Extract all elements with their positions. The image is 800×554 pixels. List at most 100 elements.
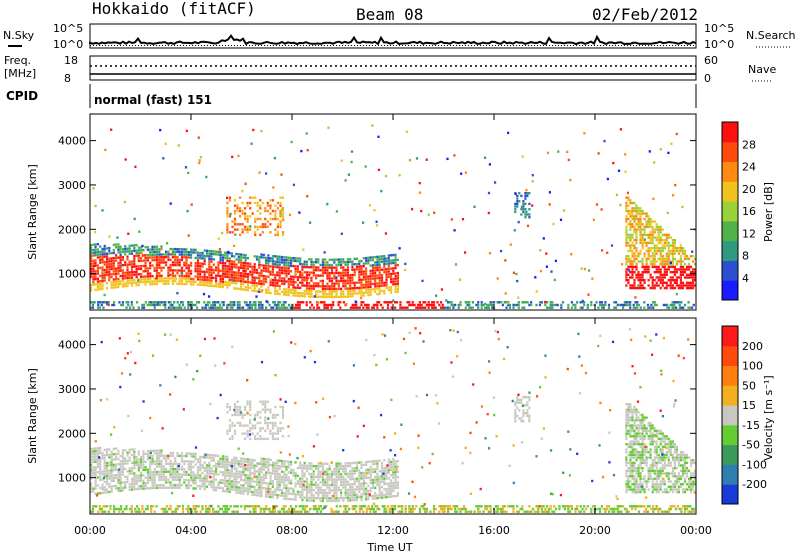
heatmap-cell [647,284,650,287]
heatmap-cell [374,287,377,291]
heatmap-cell [378,287,381,290]
heatmap-cell [390,466,393,469]
heatmap-cell [669,286,672,290]
heatmap-cell [360,487,363,491]
heatmap-cell [380,268,384,271]
heatmap-cell [238,303,241,307]
heatmap-cell [335,483,338,487]
heatmap-cell [687,268,691,271]
heatmap-cell [641,241,644,245]
heatmap-cell [274,281,277,285]
heatmap-cell [97,306,100,309]
heatmap-cell [326,277,329,280]
colorbar-tick-label: 4 [742,272,749,285]
heatmap-cell [208,260,211,263]
heatmap-cell [101,486,104,489]
heatmap-cell [324,260,327,263]
heatmap-cell [342,475,345,478]
heatmap-cell [103,255,106,258]
heatmap-cell [105,257,109,261]
heatmap-cell [330,489,334,492]
heatmap-cell [105,467,109,470]
heatmap-cell [692,276,695,279]
heatmap-cell [249,471,252,475]
heatmap-cell [685,265,689,269]
heatmap-cell [269,273,272,276]
heatmap-cell [192,303,195,307]
heatmap-cell [358,490,361,494]
heatmap-cell [133,485,136,488]
heatmap-cell [226,466,229,469]
heatmap-cell [224,474,227,477]
heatmap-cell [639,223,642,226]
heatmap-cell [236,228,239,231]
heatmap-cell [210,271,213,274]
heatmap-cell [113,301,116,304]
heatmap-cell [155,253,159,256]
heatmap-cell [302,248,305,251]
heatmap-cell [639,279,642,282]
heatmap-cell [637,276,640,279]
heatmap-cell [105,472,109,475]
heatmap-cell [309,301,312,304]
heatmap-cell [659,252,662,255]
heatmap-cell [548,203,551,206]
heatmap-cell [287,463,290,466]
heatmap-cell [404,507,407,511]
heatmap-cell [124,285,127,288]
heatmap-cell [358,289,361,292]
heatmap-cell [119,269,122,272]
heatmap-cell [251,273,254,276]
heatmap-cell [321,274,324,277]
heatmap-cell [374,497,377,500]
heatmap-cell [491,303,494,307]
heatmap-cell [342,276,345,280]
heatmap-cell [285,460,288,463]
heatmap-cell [183,470,186,474]
heatmap-cell [246,490,249,493]
heatmap-cell [291,507,294,511]
heatmap-cell [94,492,97,495]
heatmap-cell [478,505,482,508]
heatmap-cell [385,482,388,485]
heatmap-cell [299,273,302,276]
heatmap-cell [342,467,345,470]
heatmap-cell [190,264,193,267]
heatmap-cell [103,470,106,473]
heatmap-cell [312,295,315,298]
heatmap-cell [196,275,199,278]
heatmap-cell [287,291,290,294]
heatmap-cell [144,280,147,283]
heatmap-cell [133,246,136,250]
heatmap-cell [244,476,247,480]
heatmap-cell [280,481,284,484]
heatmap-cell [208,469,211,473]
heatmap-cell [124,282,127,285]
heatmap-cell [230,265,234,268]
heatmap-cell [324,494,327,497]
heatmap-cell [386,306,390,309]
heatmap-cell [221,465,224,469]
heatmap-cell [124,277,127,280]
heatmap-cell [308,282,311,285]
heatmap-cell [546,301,549,304]
heatmap-cell [415,505,418,508]
heatmap-cell [151,259,154,262]
heatmap-cell [217,484,220,487]
heatmap-cell [224,468,227,472]
heatmap-cell [108,278,111,282]
heatmap-cell [198,159,201,162]
heatmap-cell [208,507,211,511]
heatmap-cell [303,507,307,511]
heatmap-cell [221,455,224,458]
heatmap-cell [90,477,93,480]
heatmap-cell [296,306,299,309]
heatmap-cell [665,252,668,255]
heatmap-cell [635,223,638,226]
heatmap-cell [308,483,311,486]
heatmap-cell [512,303,515,307]
heatmap-cell [378,263,381,266]
heatmap-cell [625,215,628,218]
heatmap-cell [305,464,309,467]
